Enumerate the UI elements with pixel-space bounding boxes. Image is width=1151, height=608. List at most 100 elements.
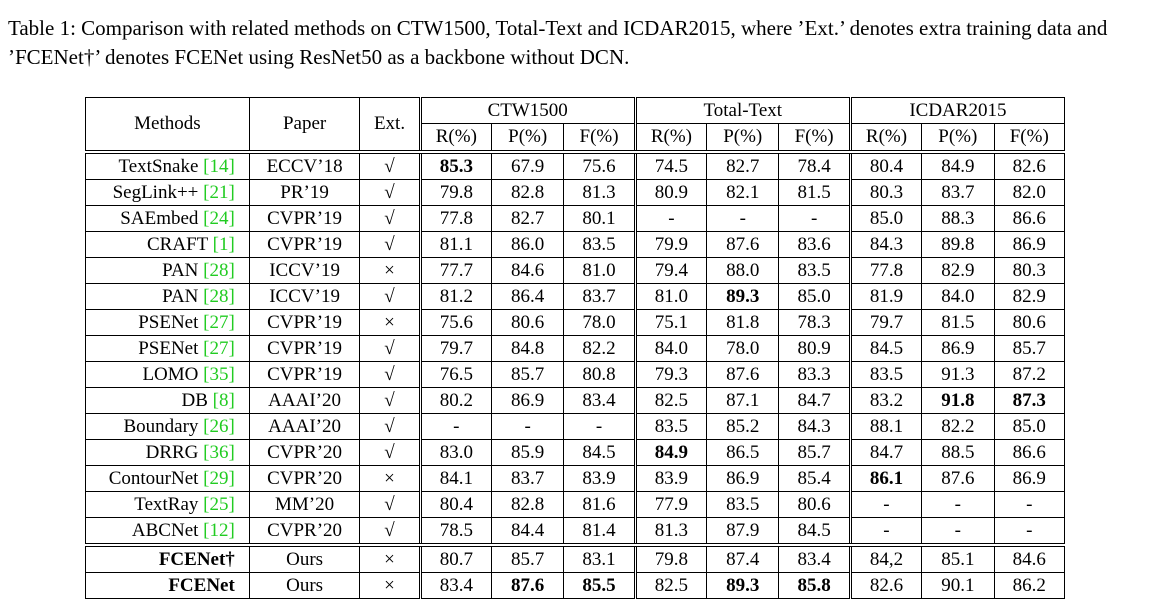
- value-cell: 82.9: [993, 283, 1065, 310]
- metric-header: P(%): [490, 123, 565, 153]
- value-cell: 75.6: [418, 309, 493, 336]
- value-cell: 79.7: [418, 335, 493, 362]
- paper-cell: Ours: [248, 543, 361, 573]
- value-cell: -: [706, 205, 780, 232]
- value-cell: 79.8: [418, 179, 493, 206]
- value-cell: -: [418, 413, 493, 440]
- table-row: CRAFT [1] CVPR’19 √ 81.1 86.0 83.5 79.9 87.6 83.…: [85, 231, 1065, 258]
- value-cell: 88.5: [921, 439, 995, 466]
- value-cell: 81.0: [633, 283, 708, 310]
- value-cell: 86.9: [706, 465, 780, 492]
- value-cell: 78.0: [706, 335, 780, 362]
- value-cell: 83.5: [706, 491, 780, 518]
- value-cell: 84.5: [563, 439, 636, 466]
- citation: [14]: [203, 155, 235, 177]
- value-cell: 80.3: [848, 179, 923, 206]
- metric-header: R(%): [418, 123, 493, 153]
- value-cell: 89.8: [921, 231, 995, 258]
- value-cell: 82.8: [490, 179, 565, 206]
- paper-cell: CVPR’19: [248, 335, 361, 362]
- table-row: DRRG [36] CVPR’20 √ 83.0 85.9 84.5 84.9 86.5 85.…: [85, 439, 1065, 466]
- citation: [29]: [203, 467, 235, 489]
- value-cell: 89.3: [706, 572, 780, 599]
- value-cell: 81.9: [848, 283, 923, 310]
- value-cell: 83.3: [778, 361, 851, 388]
- table-row: FCENet Ours × 83.4 87.6 85.5 82.5 89.3 85.8 82.6 9…: [85, 572, 1065, 599]
- value-cell: 84.6: [993, 543, 1065, 573]
- table-row: Boundary [26] AAAI’20 √ - - -83.5 85.2 84.3 88.1…: [85, 413, 1065, 440]
- value-cell: 80.3: [993, 257, 1065, 284]
- value-cell: 80.9: [778, 335, 851, 362]
- value-cell: 84.9: [921, 150, 995, 180]
- value-cell: 86.6: [993, 205, 1065, 232]
- table-row: PSENet [27] CVPR’19 × 75.6 80.6 78.0 75.1 81.8 7…: [85, 309, 1065, 336]
- ext-cell: ×: [359, 465, 421, 492]
- value-cell: 84.3: [778, 413, 851, 440]
- value-cell: 86.5: [706, 439, 780, 466]
- metric-header: R(%): [848, 123, 923, 153]
- metric-header: P(%): [706, 123, 780, 153]
- ext-cell: √: [359, 491, 421, 518]
- value-cell: 87.1: [706, 387, 780, 414]
- table-row: PAN [28] ICCV’19 √ 81.2 86.4 83.7 81.0 89.3 85.0…: [85, 283, 1065, 310]
- ext-cell: √: [359, 283, 421, 310]
- method-cell: DRRG [36]: [85, 439, 250, 466]
- value-cell: 81.6: [563, 491, 636, 518]
- table-row: SAEmbed [24] CVPR’19 √ 77.8 82.7 80.1- - -85.0 8…: [85, 205, 1065, 232]
- value-cell: 83.9: [563, 465, 636, 492]
- value-cell: 88.3: [921, 205, 995, 232]
- value-cell: 87.2: [993, 361, 1065, 388]
- value-cell: 84.8: [490, 335, 565, 362]
- metric-header: R(%): [633, 123, 708, 153]
- value-cell: 80.6: [778, 491, 851, 518]
- header-cell: Methods: [85, 97, 250, 153]
- metric-header: F(%): [778, 123, 851, 153]
- method-cell: DB [8]: [85, 387, 250, 414]
- value-cell: 87.9: [706, 517, 780, 546]
- value-cell: 81.0: [563, 257, 636, 284]
- value-cell: 83.5: [848, 361, 923, 388]
- value-cell: 78.0: [563, 309, 636, 336]
- value-cell: 85.7: [490, 543, 565, 573]
- group-header: Total-Text: [633, 97, 851, 124]
- value-cell: 84.0: [633, 335, 708, 362]
- value-cell: 85.7: [778, 439, 851, 466]
- value-cell: 85.7: [993, 335, 1065, 362]
- method-name: SAEmbed: [120, 207, 199, 229]
- ext-cell: √: [359, 335, 421, 362]
- value-cell: 88.1: [848, 413, 923, 440]
- value-cell: 85.2: [706, 413, 780, 440]
- value-cell: 85.0: [993, 413, 1065, 440]
- paper-cell: AAAI’20: [248, 387, 361, 414]
- header-row: Methods Paper Ext. CTW1500 Total-Text ICDAR20…: [85, 97, 1066, 153]
- value-cell: 86.9: [993, 465, 1065, 492]
- value-cell: 83.4: [563, 387, 636, 414]
- value-cell: 86.9: [921, 335, 995, 362]
- table-row: ABCNet [12] CVPR’20 √ 78.5 84.4 81.4 81.3 87.9 8…: [85, 517, 1065, 546]
- value-cell: 84.3: [848, 231, 923, 258]
- value-cell: 87.6: [706, 231, 780, 258]
- citation: [36]: [203, 441, 235, 463]
- value-cell: 85.0: [778, 283, 851, 310]
- value-cell: -: [490, 413, 565, 440]
- value-cell: 82.8: [490, 491, 565, 518]
- value-cell: 87.6: [490, 572, 565, 599]
- value-cell: 78.4: [778, 150, 851, 180]
- value-cell: 81.4: [563, 517, 636, 546]
- method-name: DB: [181, 389, 208, 411]
- value-cell: 83.9: [633, 465, 708, 492]
- value-cell: 83.4: [418, 572, 493, 599]
- value-cell: 84.4: [490, 517, 565, 546]
- group-header: CTW1500: [418, 97, 636, 124]
- method-cell: SegLink++ [21]: [85, 179, 250, 206]
- method-cell: Boundary [26]: [85, 413, 250, 440]
- paper-cell: CVPR’20: [248, 465, 361, 492]
- value-cell: 74.5: [633, 150, 708, 180]
- value-cell: 90.1: [921, 572, 995, 599]
- table-row: PAN [28] ICCV’19 × 77.7 84.6 81.0 79.4 88.0 83.5…: [85, 257, 1065, 284]
- ext-cell: √: [359, 205, 421, 232]
- method-name: PSENet: [138, 311, 199, 333]
- paper-cell: CVPR’20: [248, 439, 361, 466]
- value-cell: 81.2: [418, 283, 493, 310]
- value-cell: 85.4: [778, 465, 851, 492]
